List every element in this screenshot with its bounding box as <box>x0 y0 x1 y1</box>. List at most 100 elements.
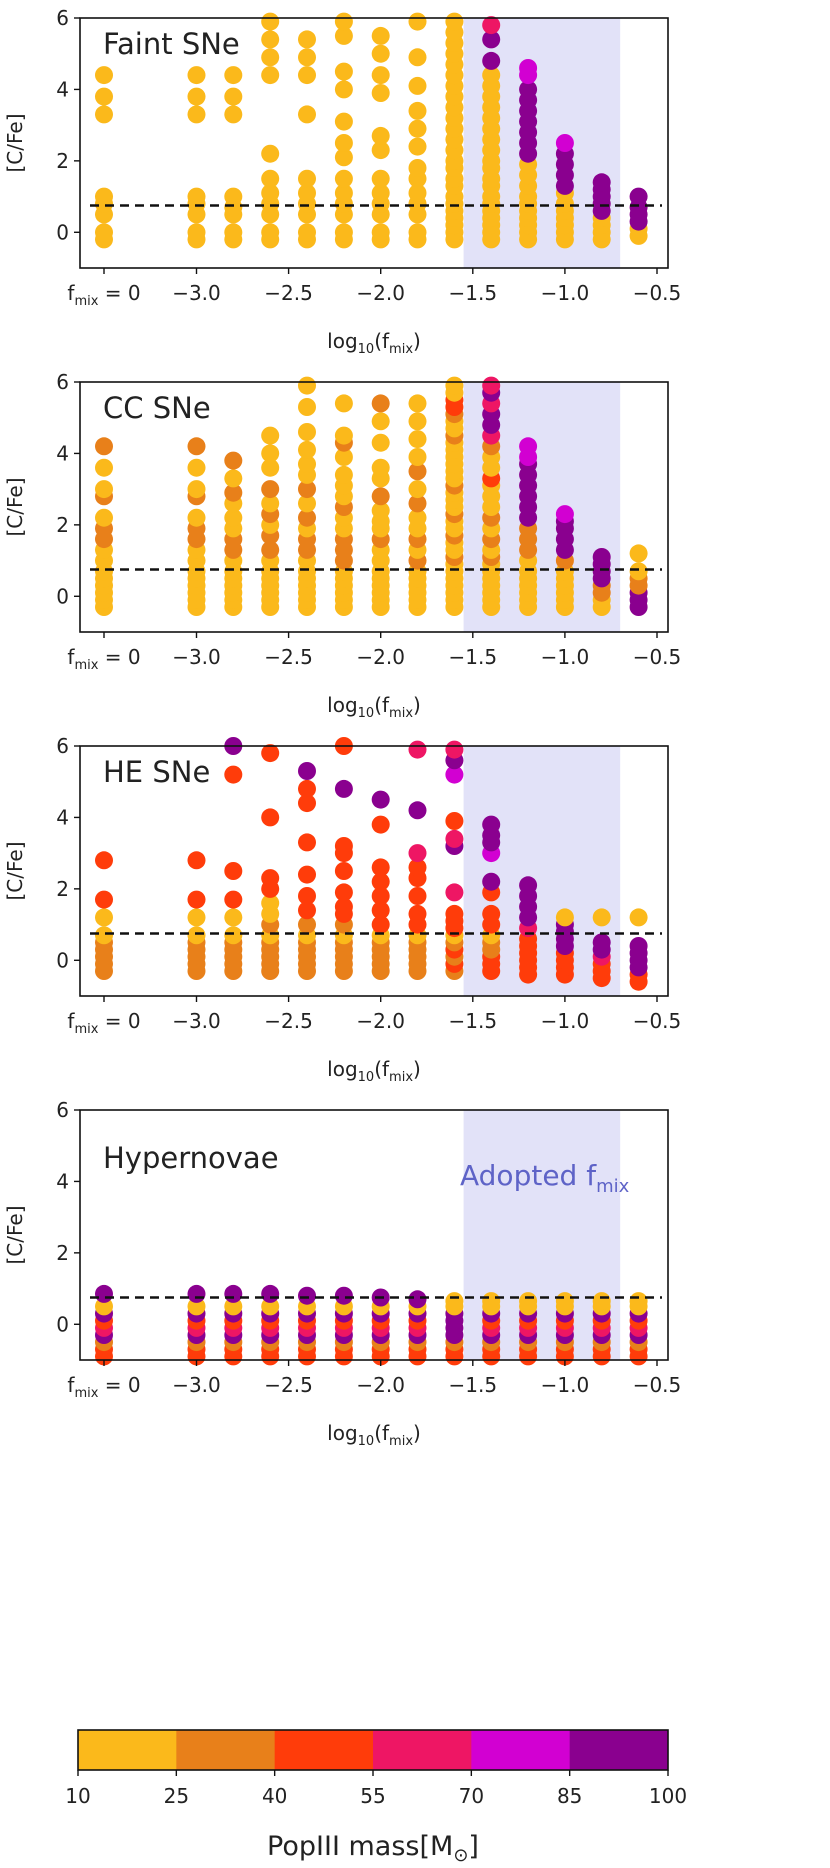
colorbar-segment <box>569 1730 669 1770</box>
y-tick-label: 0 <box>56 948 69 972</box>
data-point <box>408 184 427 202</box>
colorbar-tick-label: 10 <box>65 1784 90 1808</box>
x-zero-label: fmix = 0 <box>67 1009 140 1037</box>
data-point <box>95 508 113 527</box>
data-point <box>555 908 574 927</box>
data-point <box>298 184 316 202</box>
x-tick-label: −2.0 <box>356 1373 405 1397</box>
data-point <box>371 223 390 242</box>
data-point <box>224 1284 243 1303</box>
data-point <box>371 433 390 452</box>
data-point <box>261 1297 280 1316</box>
data-point <box>408 448 427 466</box>
y-axis-label: [C/Fe] <box>3 477 27 536</box>
data-point <box>482 1292 501 1311</box>
data-point <box>408 159 427 177</box>
data-point <box>261 540 280 559</box>
data-point <box>261 808 280 827</box>
x-tick-label: −2.5 <box>264 645 313 669</box>
data-point <box>95 105 113 124</box>
data-point <box>298 223 316 242</box>
data-point <box>408 394 427 413</box>
data-point <box>371 394 390 413</box>
plot-frame <box>79 17 669 269</box>
data-point <box>371 487 390 506</box>
data-point <box>592 1292 611 1311</box>
data-point <box>408 494 427 513</box>
data-point <box>224 223 243 242</box>
data-point <box>224 926 243 945</box>
x-axis-label: log10(fmix) <box>327 1057 421 1085</box>
data-point <box>445 904 464 923</box>
data-point <box>298 794 316 813</box>
data-point <box>187 437 206 456</box>
data-point <box>334 883 353 902</box>
data-point <box>371 790 390 809</box>
data-point <box>629 937 648 955</box>
data-point <box>371 44 390 63</box>
data-point <box>224 890 243 909</box>
data-point <box>629 908 648 927</box>
data-point <box>629 562 648 581</box>
data-point <box>298 887 316 905</box>
data-point <box>371 141 390 160</box>
data-point <box>334 862 353 880</box>
data-point <box>445 883 464 902</box>
data-point <box>224 469 243 488</box>
y-axis-label: [C/Fe] <box>3 1205 27 1264</box>
data-point <box>261 184 280 202</box>
x-tick-label: −1.0 <box>541 645 590 669</box>
x-tick-label: −3.0 <box>172 645 221 669</box>
y-tick-label: 2 <box>56 1241 69 1265</box>
colorbar-tick-label: 100 <box>649 1784 687 1808</box>
y-tick-label: 4 <box>56 1169 69 1193</box>
data-point <box>261 426 280 445</box>
data-point <box>187 105 206 124</box>
data-point <box>298 480 316 499</box>
data-point <box>224 105 243 124</box>
data-point <box>95 458 113 477</box>
data-point <box>298 865 316 884</box>
data-point <box>187 926 206 945</box>
data-point <box>408 508 427 527</box>
data-point <box>371 84 390 102</box>
data-point <box>408 858 427 877</box>
data-point <box>408 904 427 923</box>
panel-title: Faint SNe <box>103 27 240 61</box>
data-point <box>261 144 280 163</box>
x-zero-label: fmix = 0 <box>67 281 140 309</box>
data-point <box>408 76 427 95</box>
y-tick-label: 6 <box>56 734 69 758</box>
data-point <box>298 48 316 67</box>
data-point <box>482 815 501 834</box>
data-point <box>261 1284 280 1303</box>
data-point <box>629 187 648 206</box>
x-tick-label: −1.0 <box>541 1009 590 1033</box>
data-point <box>334 12 353 31</box>
data-point <box>261 66 280 85</box>
data-point <box>519 1292 538 1311</box>
colorbar-segment <box>78 1730 177 1770</box>
data-point <box>298 833 316 852</box>
data-point <box>408 740 427 759</box>
data-point <box>334 80 353 99</box>
x-tick-label: −2.5 <box>264 281 313 305</box>
data-point <box>592 173 611 192</box>
data-point <box>371 412 390 431</box>
data-point <box>629 1292 648 1311</box>
y-tick-label: 0 <box>56 584 69 608</box>
data-point <box>445 376 464 395</box>
data-point <box>519 59 538 77</box>
data-point <box>95 87 113 106</box>
panel-title: HE SNe <box>103 755 210 789</box>
data-point <box>298 1286 316 1305</box>
data-point <box>371 184 390 202</box>
data-point <box>482 16 501 35</box>
data-point <box>95 851 113 870</box>
colorbar-tick-label: 85 <box>557 1784 582 1808</box>
data-point <box>187 480 206 499</box>
data-point <box>298 901 316 920</box>
panel-title: Hypernovae <box>103 1141 279 1175</box>
y-tick-label: 4 <box>56 805 69 829</box>
